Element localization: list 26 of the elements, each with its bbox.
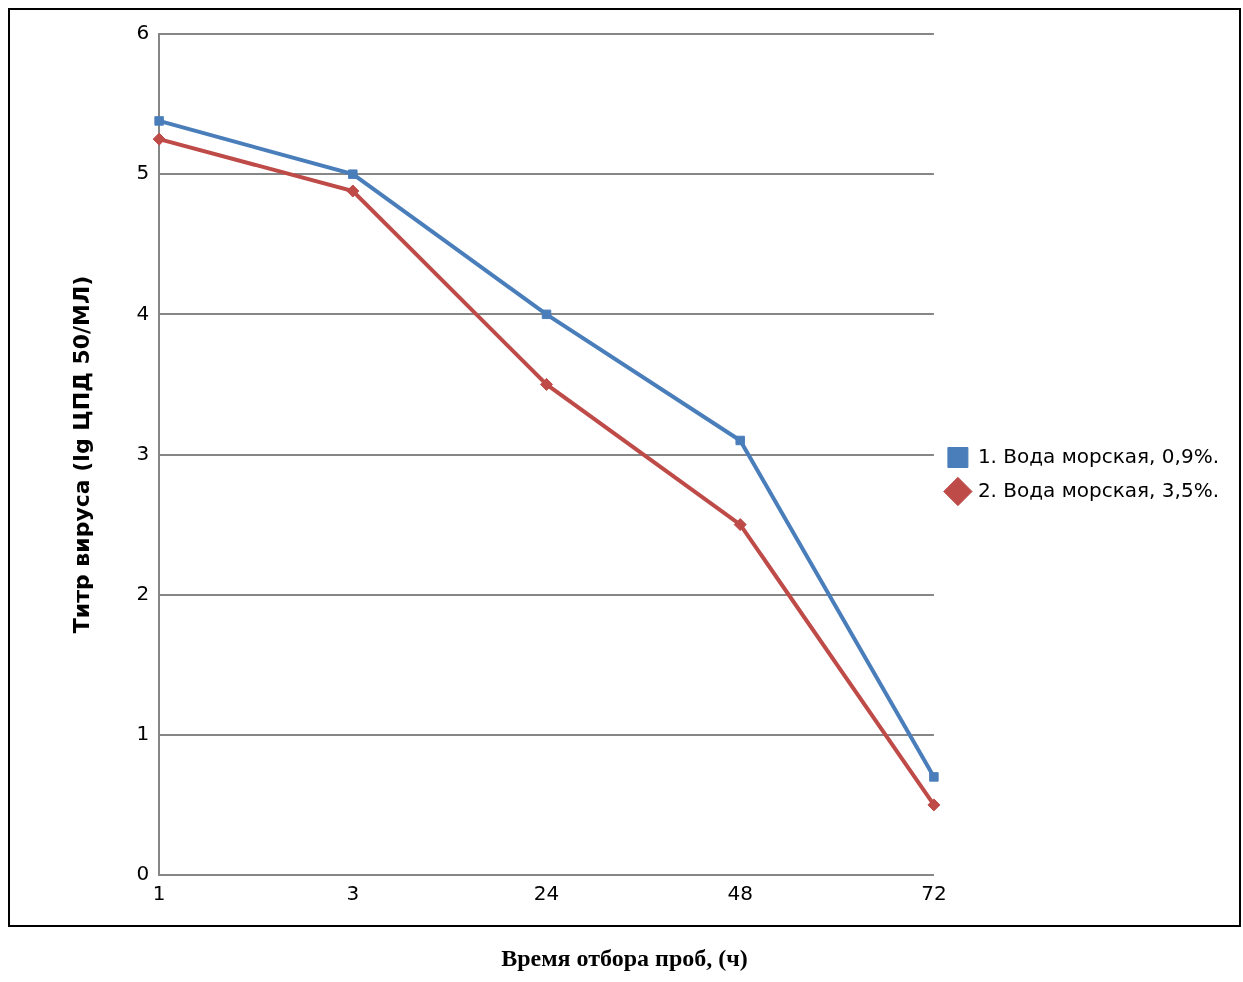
legend-label: 2. Вода морская, 3,5%. xyxy=(977,477,1220,502)
legend-label: 1. Вода морская, 0,9%. xyxy=(977,443,1220,468)
point xyxy=(929,772,939,782)
y-tick-label: 5 xyxy=(136,160,150,185)
point xyxy=(540,377,554,391)
x-tick-label: 1 xyxy=(152,881,166,906)
point xyxy=(541,309,552,320)
point xyxy=(735,435,745,446)
x-tick-label: 24 xyxy=(533,881,560,906)
y-tick-label: 3 xyxy=(136,440,150,465)
x-axis-title: Время отбора проб, (ч) xyxy=(500,945,749,972)
x-tick-label: 72 xyxy=(921,881,947,906)
y-tick-label: 4 xyxy=(136,300,150,325)
x-tick-label: 3 xyxy=(346,881,360,906)
x-tick-label: 48 xyxy=(727,881,753,906)
point xyxy=(346,184,360,198)
y-tick-label: 6 xyxy=(136,20,150,45)
point xyxy=(927,798,941,812)
point xyxy=(348,169,358,179)
y-tick-label: 1 xyxy=(136,721,150,746)
y-tick-label: 0 xyxy=(136,861,150,886)
point xyxy=(152,132,166,146)
point xyxy=(733,518,747,532)
point xyxy=(154,116,164,126)
y-tick-label: 2 xyxy=(136,580,150,605)
y-axis-title: Титр вируса (lg ЦПД 50/МЛ) xyxy=(68,275,94,634)
